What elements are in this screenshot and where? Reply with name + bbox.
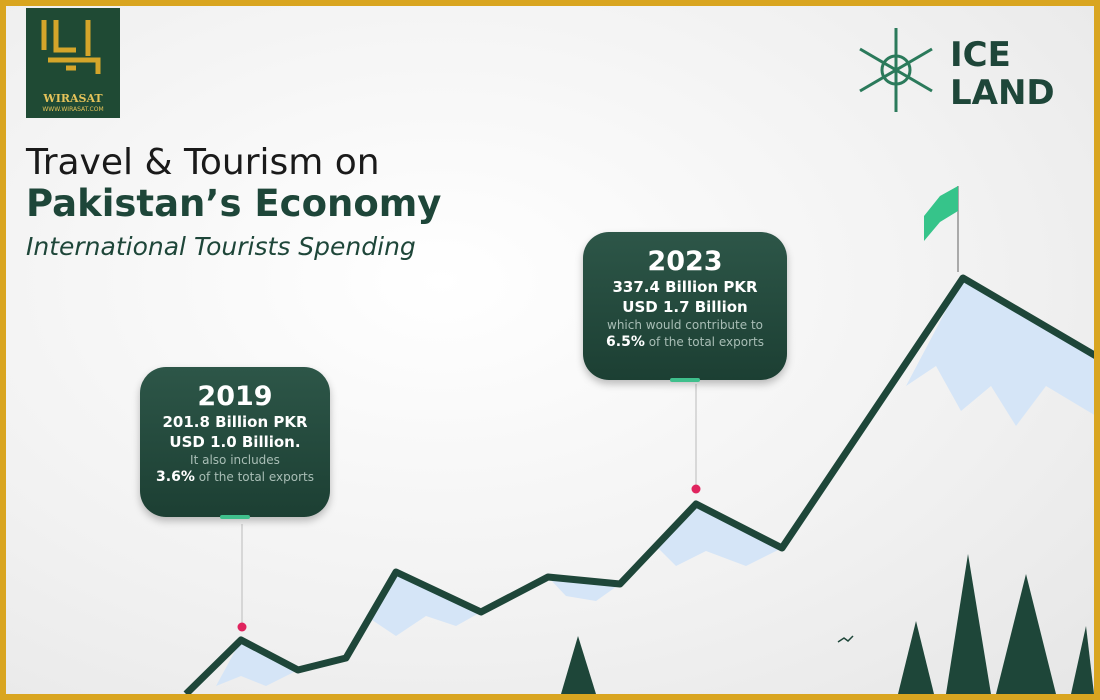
tree	[898, 621, 934, 694]
callout: 2023 337.4 Billion PKR USD 1.7 Billion w…	[583, 232, 787, 382]
snow	[906, 278, 1094, 426]
tree	[561, 636, 596, 694]
share: 6.5%	[606, 334, 645, 350]
tab	[670, 378, 700, 382]
point	[237, 622, 247, 632]
pkr: 201.8 Billion PKR	[162, 413, 308, 431]
tree	[1071, 626, 1094, 694]
share-text: of the total exports	[648, 335, 764, 349]
flag	[924, 186, 958, 241]
share-row: 6.5% of the total exports	[583, 334, 787, 350]
point	[691, 484, 701, 494]
brand: ICE LAND	[950, 36, 1055, 112]
snow	[656, 504, 782, 566]
mountain-snow	[216, 278, 1094, 686]
trees	[561, 554, 1094, 694]
logo-name: WIRASAT	[43, 92, 103, 105]
mountain-line	[183, 274, 1094, 694]
brand-line: LAND	[950, 73, 1055, 113]
snow	[216, 640, 298, 686]
snow	[366, 572, 481, 636]
usd: USD 1.7 Billion	[622, 298, 748, 316]
subtitle: International Tourists Spending	[26, 232, 416, 261]
usd: USD 1.0 Billion.	[169, 433, 301, 451]
logo-url: WWW.WIRASAT.COM	[42, 106, 104, 113]
brand-line: ICE	[950, 35, 1011, 75]
note: which would contribute to	[607, 318, 763, 332]
note: It also includes	[190, 453, 280, 467]
tree	[996, 574, 1056, 694]
year: 2023	[647, 246, 723, 277]
share-row: 3.6% of the total exports	[140, 469, 330, 485]
year: 2019	[197, 381, 273, 412]
share-text: of the total exports	[198, 470, 314, 484]
snowflake	[859, 28, 933, 112]
logo-mark	[41, 20, 101, 74]
tree	[946, 554, 991, 694]
title: Travel & Tourism on	[26, 142, 380, 183]
title: Pakistan’s Economy	[26, 182, 442, 225]
tab	[220, 515, 250, 519]
share: 3.6%	[156, 469, 195, 485]
pkr: 337.4 Billion PKR	[612, 278, 758, 296]
scene	[26, 8, 1094, 694]
bird	[837, 635, 854, 643]
callout: 2019 201.8 Billion PKR USD 1.0 Billion. …	[140, 367, 330, 519]
